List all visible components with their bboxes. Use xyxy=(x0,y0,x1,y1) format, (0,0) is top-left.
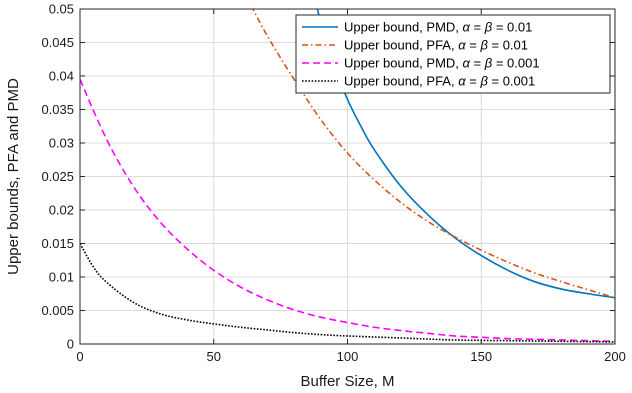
y-tick-label: 0.02 xyxy=(49,203,74,218)
y-axis-label: Upper bounds, PFA and PMD xyxy=(5,78,22,275)
y-tick-label: 0.04 xyxy=(49,69,74,84)
y-tick-label: 0.025 xyxy=(41,169,74,184)
y-tick-label: 0.035 xyxy=(41,102,74,117)
y-tick-label: 0.03 xyxy=(49,136,74,151)
x-tick-label: 50 xyxy=(207,349,221,364)
legend: Upper bound, PMD, α = β = 0.01 Upper boun… xyxy=(295,14,611,94)
x-tick-label: 150 xyxy=(470,349,492,364)
x-tick-label: 200 xyxy=(604,349,626,364)
y-tick-label: 0.045 xyxy=(41,35,74,50)
legend-label-2: Upper bound, PFA, α = β = 0.01 xyxy=(344,38,528,53)
x-tick-label: 100 xyxy=(337,349,359,364)
y-tick-label: 0.005 xyxy=(41,303,74,318)
x-tick-label: 0 xyxy=(76,349,83,364)
legend-box xyxy=(295,14,611,94)
legend-label-4: Upper bound, PFA, α = β = 0.001 xyxy=(344,74,535,89)
y-tick-label: 0.05 xyxy=(49,2,74,17)
y-tick-label: 0.015 xyxy=(41,236,74,251)
axis-ticks: 0 50 100 150 200 0 0.005 0.01 0.015 0.02 0.025 0.03… xyxy=(41,2,625,365)
x-axis-label: Buffer Size, M xyxy=(301,373,395,390)
y-tick-label: 0 xyxy=(67,337,74,352)
series-line-3 xyxy=(80,79,615,343)
series-line-4 xyxy=(80,243,615,343)
y-tick-label: 0.01 xyxy=(49,270,74,285)
legend-label-3: Upper bound, PMD, α = β = 0.001 xyxy=(344,56,540,71)
legend-label-1: Upper bound, PMD, α = β = 0.01 xyxy=(344,20,532,35)
